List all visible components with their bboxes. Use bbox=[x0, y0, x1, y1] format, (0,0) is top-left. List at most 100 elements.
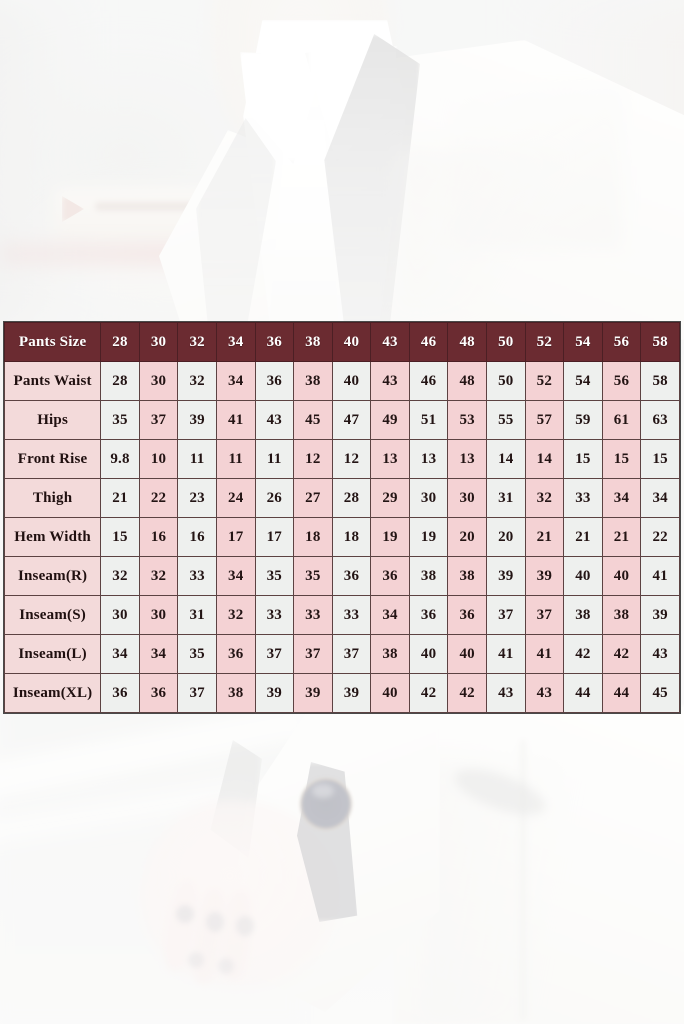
size-header-cell: 30 bbox=[138, 322, 179, 362]
measurement-cell: 17 bbox=[215, 517, 256, 557]
header-corner-label: Pants Size bbox=[3, 322, 102, 362]
measurement-cell: 30 bbox=[100, 595, 140, 635]
measurement-cell: 38 bbox=[601, 595, 642, 635]
measurement-cell: 14 bbox=[485, 439, 526, 479]
measurement-cell: 36 bbox=[447, 595, 487, 635]
measurement-cell: 38 bbox=[563, 595, 603, 635]
table-row: Inseam(S) 30 30 31 32 33 33 33 34 36 36 37 37 38 38 39 bbox=[3, 595, 680, 635]
measurement-cell: 41 bbox=[485, 634, 526, 674]
measurement-cell: 39 bbox=[293, 673, 333, 713]
measurement-cell: 47 bbox=[331, 400, 372, 440]
measurement-cell: 49 bbox=[370, 400, 410, 440]
measurement-cell: 18 bbox=[293, 517, 333, 557]
measurement-cell: 34 bbox=[640, 478, 680, 518]
measurement-cell: 12 bbox=[293, 439, 333, 479]
measurement-cell: 38 bbox=[447, 556, 487, 596]
tattoo-mark-icon bbox=[176, 905, 194, 923]
measurement-cell: 36 bbox=[138, 673, 179, 713]
measurement-cell: 39 bbox=[524, 556, 565, 596]
measurement-cell: 48 bbox=[447, 361, 487, 401]
measurement-cell: 28 bbox=[331, 478, 372, 518]
measurement-cell: 51 bbox=[408, 400, 449, 440]
measurement-cell: 39 bbox=[254, 673, 295, 713]
measurement-cell: 40 bbox=[331, 361, 372, 401]
measurement-cell: 36 bbox=[408, 595, 449, 635]
measurement-cell: 40 bbox=[601, 556, 642, 596]
measurement-cell: 16 bbox=[177, 517, 217, 557]
measurement-cell: 24 bbox=[215, 478, 256, 518]
measurement-cell: 37 bbox=[293, 634, 333, 674]
size-header-cell: 56 bbox=[601, 322, 642, 362]
measurement-cell: 20 bbox=[485, 517, 526, 557]
measurement-cell: 33 bbox=[177, 556, 217, 596]
measurement-cell: 37 bbox=[254, 634, 295, 674]
row-label-inseam-s: Inseam(S) bbox=[3, 595, 102, 635]
jacket-fold-shading bbox=[400, 150, 560, 310]
measurement-cell: 16 bbox=[138, 517, 179, 557]
size-header-cell: 38 bbox=[293, 322, 333, 362]
tattoo-mark-icon bbox=[188, 952, 204, 968]
measurement-cell: 54 bbox=[563, 361, 603, 401]
size-chart-container: Pants Size 28 30 32 34 36 38 40 43 46 48 50 52 54 56 5… bbox=[3, 322, 680, 713]
size-header-cell: 58 bbox=[640, 322, 680, 362]
size-header-cell: 40 bbox=[331, 322, 372, 362]
measurement-cell: 35 bbox=[100, 400, 140, 440]
measurement-cell: 15 bbox=[640, 439, 680, 479]
measurement-cell: 43 bbox=[254, 400, 295, 440]
measurement-cell: 34 bbox=[370, 595, 410, 635]
size-header-cell: 50 bbox=[485, 322, 526, 362]
size-header-cell: 48 bbox=[447, 322, 487, 362]
measurement-cell: 19 bbox=[370, 517, 410, 557]
measurement-cell: 30 bbox=[138, 361, 179, 401]
measurement-cell: 15 bbox=[601, 439, 642, 479]
measurement-cell: 55 bbox=[485, 400, 526, 440]
measurement-cell: 36 bbox=[100, 673, 140, 713]
measurement-cell: 21 bbox=[524, 517, 565, 557]
size-header-cell: 36 bbox=[254, 322, 295, 362]
measurement-cell: 45 bbox=[640, 673, 680, 713]
row-label-hips: Hips bbox=[3, 400, 102, 440]
row-label-inseam-r: Inseam(R) bbox=[3, 556, 102, 596]
measurement-cell: 63 bbox=[640, 400, 680, 440]
measurement-cell: 34 bbox=[138, 634, 179, 674]
measurement-cell: 43 bbox=[640, 634, 680, 674]
measurement-cell: 42 bbox=[563, 634, 603, 674]
measurement-cell: 21 bbox=[601, 517, 642, 557]
measurement-cell: 32 bbox=[138, 556, 179, 596]
measurement-cell: 29 bbox=[370, 478, 410, 518]
measurement-cell: 40 bbox=[563, 556, 603, 596]
table-row: Thigh 21 22 23 24 26 27 28 29 30 30 31 32 33 34 34 bbox=[3, 478, 680, 518]
measurement-cell: 39 bbox=[177, 400, 217, 440]
measurement-cell: 33 bbox=[293, 595, 333, 635]
measurement-cell: 39 bbox=[485, 556, 526, 596]
row-label-pants-waist: Pants Waist bbox=[3, 361, 102, 401]
measurement-cell: 37 bbox=[138, 400, 179, 440]
measurement-cell: 37 bbox=[177, 673, 217, 713]
measurement-cell: 15 bbox=[563, 439, 603, 479]
measurement-cell: 14 bbox=[524, 439, 565, 479]
size-chart-header: Pants Size 28 30 32 34 36 38 40 43 46 48 50 52 54 56 5… bbox=[3, 322, 680, 362]
tattoo-mark-icon bbox=[206, 912, 224, 932]
measurement-cell: 37 bbox=[485, 595, 526, 635]
measurement-cell: 44 bbox=[563, 673, 603, 713]
row-label-hem-width: Hem Width bbox=[3, 517, 102, 557]
measurement-cell: 32 bbox=[215, 595, 256, 635]
size-header-cell: 43 bbox=[370, 322, 410, 362]
measurement-cell: 46 bbox=[408, 361, 449, 401]
measurement-cell: 21 bbox=[100, 478, 140, 518]
size-header-cell: 32 bbox=[177, 322, 217, 362]
measurement-cell: 30 bbox=[138, 595, 179, 635]
tattoo-mark-icon bbox=[236, 916, 254, 936]
measurement-cell: 34 bbox=[100, 634, 140, 674]
measurement-cell: 18 bbox=[331, 517, 372, 557]
measurement-cell: 32 bbox=[524, 478, 565, 518]
measurement-cell: 40 bbox=[408, 634, 449, 674]
measurement-cell: 33 bbox=[563, 478, 603, 518]
measurement-cell: 34 bbox=[601, 478, 642, 518]
header-row: Pants Size 28 30 32 34 36 38 40 43 46 48 50 52 54 56 5… bbox=[3, 322, 680, 362]
measurement-cell: 56 bbox=[601, 361, 642, 401]
measurement-cell: 11 bbox=[215, 439, 256, 479]
measurement-cell: 32 bbox=[100, 556, 140, 596]
measurement-cell: 35 bbox=[293, 556, 333, 596]
table-row: Hips 35 37 39 41 43 45 47 49 51 53 55 57 59 61 63 bbox=[3, 400, 680, 440]
